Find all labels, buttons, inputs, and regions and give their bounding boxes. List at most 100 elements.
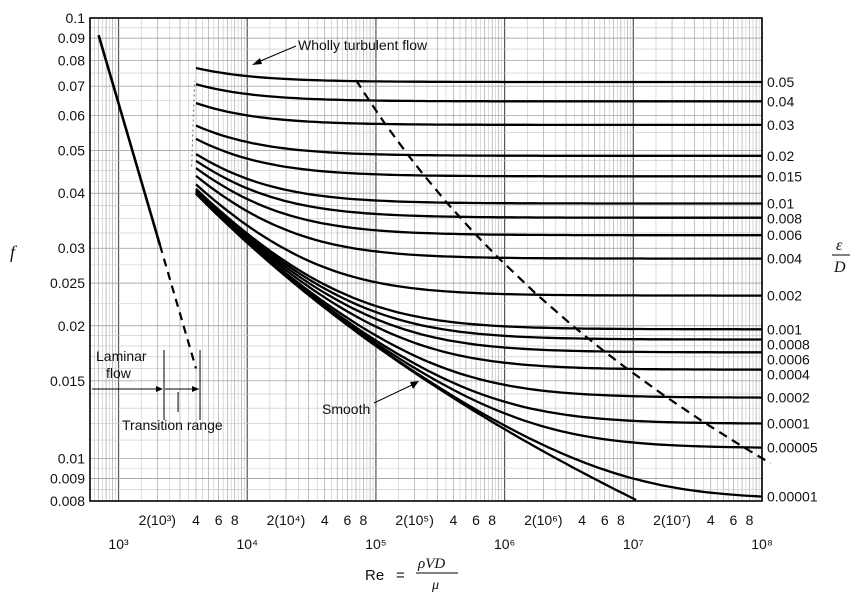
roughness-label: 0.0002: [767, 390, 810, 406]
roughness-label: 0.0008: [767, 336, 810, 352]
roughness-label: 0.02: [767, 148, 794, 164]
roughness-label: 0.03: [767, 117, 794, 133]
roughness-label: 0.015: [767, 168, 802, 184]
roughness-label: 0.004: [767, 251, 802, 267]
x-axis-formula-denominator: μ: [431, 578, 439, 592]
y-tick-label: 0.05: [58, 143, 85, 159]
x-tick-label: 8: [360, 512, 368, 528]
roughness-label: 0.05: [767, 74, 794, 90]
y-axis-label: f: [10, 242, 18, 262]
roughness-curve: [195, 189, 762, 341]
x-tick-label: 6: [215, 512, 223, 528]
roughness-curve: [195, 188, 762, 331]
wholly-turbulent-arrowhead: [252, 58, 262, 65]
smooth-arrowhead: [410, 381, 419, 389]
x-tick-label: 2(10⁷): [653, 512, 691, 528]
roughness-curve: [195, 183, 762, 297]
x-tick-label: 2(10³): [139, 512, 176, 528]
roughness-label: 0.001: [767, 321, 802, 337]
x-decade-label: 10³: [108, 536, 129, 552]
smooth-label: Smooth: [322, 401, 370, 417]
y-tick-label: 0.015: [50, 373, 85, 389]
x-tick-label: 4: [321, 512, 329, 528]
roughness-label: 0.0006: [767, 351, 810, 367]
y-tick-label: 0.03: [58, 240, 85, 256]
roughness-curve: [195, 159, 762, 219]
right-axis-label-den: D: [833, 259, 846, 276]
y-tick-label: 0.008: [50, 493, 85, 509]
roughness-curve: [195, 189, 762, 354]
y-tick-label: 0.04: [58, 185, 85, 201]
transition-hint: [191, 80, 196, 167]
roughness-label: 0.008: [767, 211, 802, 227]
roughness-curve: [195, 174, 762, 260]
y-tick-label: 0.02: [58, 318, 85, 334]
roughness-label: 0.00005: [767, 440, 818, 456]
y-tick-label: 0.1: [66, 10, 86, 26]
smooth-arrow: [373, 383, 415, 404]
roughness-curve: [195, 102, 762, 127]
x-decade-label: 10⁴: [236, 536, 258, 552]
x-decade-label: 10⁸: [751, 536, 773, 552]
x-tick-label: 2(10⁵): [395, 512, 434, 528]
x-tick-label: 6: [730, 512, 738, 528]
y-tick-label: 0.06: [58, 108, 85, 124]
roughness-label: 0.04: [767, 93, 794, 109]
x-decade-label: 10⁷: [623, 536, 644, 552]
friction-curves: [97, 34, 772, 502]
roughness-curve: [195, 66, 762, 84]
x-decade-label: 10⁵: [365, 536, 386, 552]
y-tick-label: 0.01: [58, 450, 85, 466]
y-tick-label: 0.009: [50, 470, 85, 486]
x-axis-formula-numerator: ρVD: [417, 556, 445, 572]
roughness-curve: [195, 191, 763, 399]
transition-label: Transition range: [122, 417, 223, 433]
x-tick-label: 2(10⁴): [267, 512, 306, 528]
smooth-curve: [195, 192, 637, 502]
x-tick-label: 8: [617, 512, 625, 528]
wholly-turbulent-label: Wholly turbulent flow: [298, 37, 428, 53]
laminar-label-line2: flow: [106, 365, 132, 381]
roughness-label: 0.0004: [767, 366, 810, 382]
x-tick-label: 6: [601, 512, 609, 528]
transition-range-arrowhead: [192, 386, 200, 392]
wholly-turbulent-line: [355, 79, 772, 465]
roughness-label: 0.0001: [767, 415, 810, 431]
x-tick-label: 8: [488, 512, 496, 528]
y-tick-label: 0.08: [58, 53, 85, 69]
roughness-curve: [195, 137, 762, 178]
roughness-curve: [195, 83, 762, 103]
roughness-label: 0.00001: [767, 489, 818, 505]
right-axis-label-num: ε: [836, 237, 843, 254]
x-tick-label: 8: [746, 512, 754, 528]
x-tick-label: 4: [450, 512, 458, 528]
y-tick-label: 0.09: [58, 30, 85, 46]
x-tick-label: 4: [192, 512, 200, 528]
x-tick-label: 8: [231, 512, 239, 528]
x-tick-label: 2(10⁶): [524, 512, 562, 528]
x-decade-label: 10⁶: [494, 536, 515, 552]
x-tick-label: 4: [578, 512, 586, 528]
roughness-curve: [195, 153, 762, 205]
roughness-curve: [195, 167, 762, 237]
roughness-label: 0.01: [767, 196, 794, 212]
laminar-line: [97, 34, 162, 246]
laminar-label-line1: Laminar: [96, 348, 147, 364]
roughness-label: 0.002: [767, 288, 802, 304]
x-tick-label: 6: [472, 512, 480, 528]
roughness-label: 0.006: [767, 227, 802, 243]
y-tick-label: 0.07: [58, 78, 85, 94]
wholly-turbulent-arrow: [257, 45, 297, 63]
x-axis-formula-eq: =: [396, 567, 405, 584]
tick-labels: 0.1 0.09 0.08 0.07 0.06 0.05 0.04 0.03 0.025 0.02…: [50, 10, 773, 552]
laminar-range-arrowhead: [156, 386, 164, 392]
x-tick-label: 6: [343, 512, 351, 528]
x-axis-label: Re: [365, 567, 384, 584]
y-tick-label: 0.025: [50, 275, 85, 291]
roughness-curve: [195, 124, 762, 157]
laminar-dashed: [158, 244, 198, 369]
roughness-curve: [195, 190, 763, 371]
